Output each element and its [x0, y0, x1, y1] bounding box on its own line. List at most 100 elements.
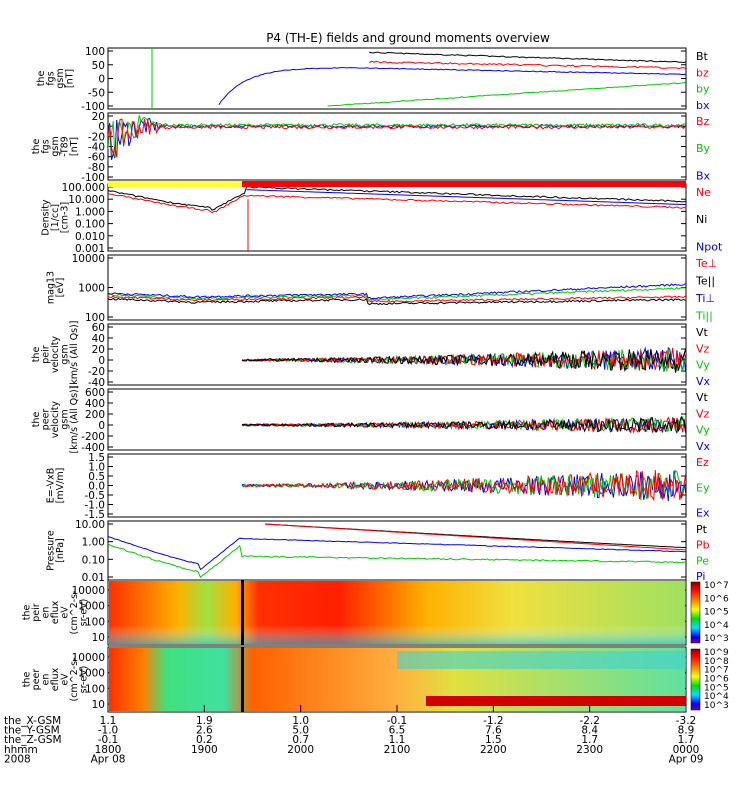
y-tick-label: -40 [88, 377, 105, 389]
y-tick-label: 100 [85, 46, 105, 58]
panel-frame-fgs-hp [107, 112, 687, 181]
y-axis-label: the [31, 412, 42, 428]
y-axis-label: gsm [60, 409, 71, 429]
y-tick-label: 0.001 [75, 243, 105, 255]
x-tick-label: 1.9 [196, 715, 213, 727]
legend-entry: Bx [696, 169, 711, 182]
y-tick-label: 400 [85, 398, 105, 410]
x-tick-label: 0000 [673, 744, 700, 756]
y-tick-label: -1.5 [85, 509, 106, 521]
x-tick-label: Apr 08 [91, 753, 126, 765]
legend-entry: Vx [696, 440, 711, 453]
y-tick-label: 10000 [72, 652, 105, 664]
y-axis-label: eflux [50, 600, 61, 624]
colorbar [690, 581, 701, 644]
legend-entry: Vt [696, 391, 709, 404]
panel-traces [109, 580, 685, 645]
y-tick-label: -20 [88, 131, 105, 143]
ez-trace [241, 470, 686, 502]
colorbar-label: 10^8 [704, 657, 729, 667]
y-axis-label: eV [60, 606, 71, 619]
y-axis-label: fgs [45, 71, 56, 85]
y-tick-label: 0.010 [75, 231, 105, 243]
x-axis-row-label: the_Y-GSM [4, 725, 60, 737]
colorbar-label: 10^3 [704, 701, 729, 711]
y-axis-label: [cm-3] [60, 202, 71, 233]
y-tick-label: 0 [98, 74, 105, 86]
by-trace [108, 115, 686, 158]
legend-entry: Bz [696, 115, 710, 128]
npot-trace [246, 189, 686, 206]
legend-entry: Te⊥ [695, 257, 717, 270]
y-tick-label: 1.000 [75, 206, 105, 218]
x-axis-row-label: hhmm [4, 744, 38, 756]
te-perp-trace [108, 295, 686, 303]
y-axis-label: velocity [50, 401, 61, 439]
y-axis-label: mag13 [45, 271, 56, 304]
y-axis-label: sr-eV) [79, 666, 90, 694]
y-axis-label: [nT] [64, 69, 75, 88]
ni-trace [108, 186, 686, 211]
x-tick-label: 7.6 [485, 725, 502, 737]
y-tick-label: -1.0 [85, 500, 106, 512]
y-tick-label: 10 [92, 699, 105, 711]
y-axis-label: the [31, 139, 42, 155]
y-axis-label: [eV] [55, 278, 66, 298]
y-tick-label: 1000 [78, 668, 105, 680]
colorbar-label: 10^7 [704, 581, 729, 591]
x-tick-label: 2200 [480, 744, 507, 756]
y-tick-label: 1.0 [88, 462, 105, 474]
y-tick-label: 40 [92, 333, 105, 345]
ne-trace [108, 192, 686, 214]
panel-traces [109, 647, 686, 712]
y-tick-label: 10000 [72, 253, 105, 265]
y-tick-label: 0.01 [82, 572, 105, 584]
legend-entry: By [696, 142, 711, 155]
panel-traces [241, 470, 686, 502]
panel-traces [241, 346, 686, 373]
figure-title: P4 (TH-E) fields and ground moments over… [266, 31, 550, 45]
y-tick-label: 100 [85, 616, 105, 628]
x-axis-row-label: the_X-GSM [4, 715, 61, 727]
y-axis-label: gsm [50, 136, 61, 156]
panel-traces [108, 523, 686, 579]
te-par-trace [108, 297, 686, 306]
pb-trace [265, 523, 686, 551]
x-tick-label: 1.7 [678, 734, 695, 746]
y-tick-label: -200 [81, 431, 105, 443]
spectrogram-shading [109, 581, 685, 644]
y-tick-label: 0 [98, 420, 105, 432]
x-tick-label: 1.5 [485, 734, 502, 746]
colorbar [690, 648, 701, 711]
panel-traces [151, 48, 686, 109]
legend-entry: Vt [696, 326, 709, 339]
colorbar-label: 10^5 [704, 683, 729, 693]
y-tick-label: -0.5 [85, 490, 106, 502]
status-bar-red [242, 181, 686, 187]
x-axis-row-label: 2008 [4, 753, 31, 765]
legend-entry: Vx [696, 375, 711, 388]
bx-trace [218, 67, 686, 106]
legend-entry: Ez [696, 456, 709, 469]
y-axis-label: (cm^2-s- [69, 658, 80, 702]
bz-trace [108, 118, 686, 158]
by-trace [327, 81, 686, 107]
y-axis-label: (cm^2-s- [69, 591, 80, 635]
x-tick-label: 1.1 [389, 734, 406, 746]
legend-entry: Ti|| [695, 309, 713, 322]
ti-par-trace [108, 286, 686, 302]
colorbar-label: 10^6 [704, 675, 729, 685]
pe-trace [108, 543, 686, 579]
vt-trace [241, 415, 686, 433]
y-tick-label: 1000 [78, 601, 105, 613]
y-tick-label: 0 [98, 355, 105, 367]
x-tick-label: 2300 [576, 744, 603, 756]
legend-entry: Pi [696, 570, 705, 583]
y-tick-label: 1000 [78, 283, 105, 295]
colorbar-label: 10^4 [704, 692, 729, 702]
y-axis-label: peir [31, 603, 42, 622]
legend-entry: bz [696, 66, 709, 79]
y-tick-label: 200 [85, 409, 105, 421]
x-tick-label: 8.4 [581, 725, 598, 737]
x-tick-label: 6.5 [389, 725, 406, 737]
